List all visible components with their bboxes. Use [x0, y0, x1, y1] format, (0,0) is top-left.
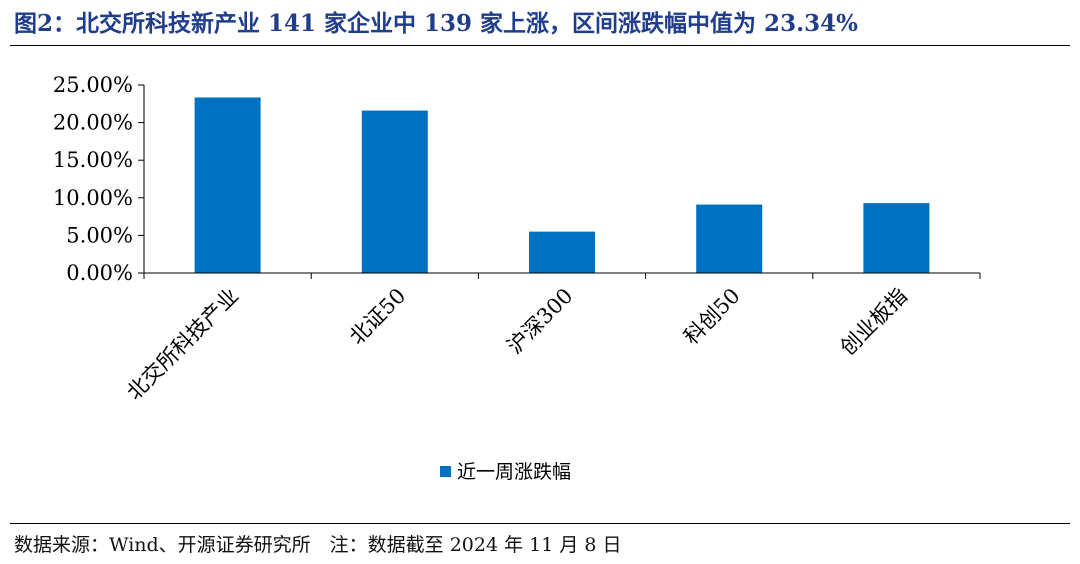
y-tick-label: 5.00% — [66, 223, 133, 247]
bar-chart: 0.00% 5.00% 10.00% 15.00% 20.00% 25.00% 北交所科技… — [53, 73, 981, 483]
bar — [696, 204, 763, 273]
top-rule — [10, 45, 1070, 46]
figure-title: 图2：北交所科技新产业 141 家企业中 139 家上涨，区间涨跌幅中值为 23… — [14, 10, 858, 37]
y-tick-label: 25.00% — [53, 73, 133, 97]
x-tick-label: 北交所科技产业 — [122, 284, 243, 405]
y-tick-label: 0.00% — [66, 261, 133, 285]
x-tick-label: 创业板指 — [836, 284, 912, 360]
y-tick-label: 15.00% — [53, 148, 133, 172]
y-tick-label: 20.00% — [53, 111, 133, 135]
legend-swatch — [440, 466, 451, 477]
bottom-rule — [10, 523, 1070, 524]
bar — [863, 203, 930, 273]
bar — [361, 110, 428, 274]
x-axis: 北交所科技产业 北证50 沪深300 科创50 创业板指 — [122, 272, 981, 405]
bar — [529, 231, 595, 273]
y-tick-label: 10.00% — [53, 186, 133, 210]
bars — [194, 97, 930, 274]
x-tick-label: 北证50 — [345, 284, 411, 350]
y-axis: 0.00% 5.00% 10.00% 15.00% 20.00% 25.00% — [53, 73, 145, 285]
x-tick-label: 沪深300 — [503, 284, 578, 359]
x-tick-label: 科创50 — [679, 284, 745, 350]
source-note: 数据来源：Wind、开源证券研究所 注：数据截至 2024 年 11 月 8 日 — [14, 534, 622, 556]
legend: 近一周涨跌幅 — [440, 461, 571, 483]
bar — [194, 97, 261, 273]
legend-label: 近一周涨跌幅 — [457, 461, 571, 483]
